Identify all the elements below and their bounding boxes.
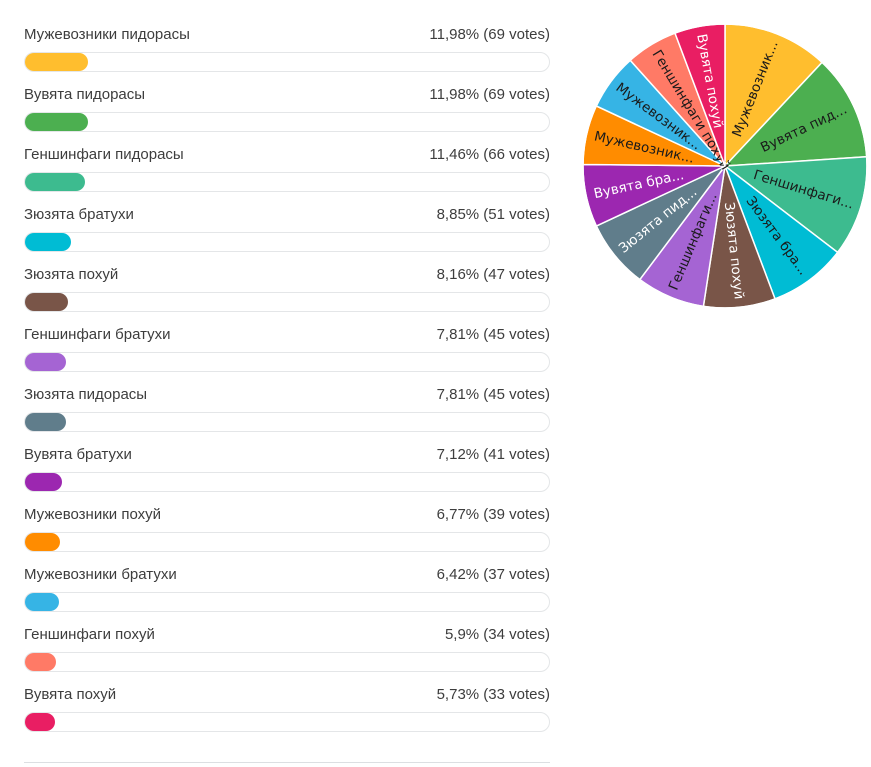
progress-track	[24, 352, 550, 372]
progress-fill	[25, 413, 66, 431]
progress-fill	[25, 713, 56, 731]
progress-track	[24, 292, 550, 312]
progress-fill	[25, 113, 88, 131]
option-label: Зюзята пидорасы	[24, 386, 148, 403]
poll-results-list: Мужевозники пидорасы 11,98% (69 votes) Вув…	[24, 22, 550, 742]
result-row: Вувята похуй 5,73% (33 votes)	[24, 682, 550, 742]
progress-track	[24, 52, 550, 72]
option-label: Мужевозники похуй	[24, 506, 162, 523]
progress-track	[24, 532, 550, 552]
progress-track	[24, 112, 550, 132]
progress-track	[24, 472, 550, 492]
progress-track	[24, 652, 550, 672]
result-row: Геншинфаги похуй 5,9% (34 votes)	[24, 622, 550, 682]
option-label: Зюзята братухи	[24, 206, 134, 223]
option-percent-votes: 7,12% (41 votes)	[436, 446, 550, 463]
result-row: Геншинфаги пидорасы 11,46% (66 votes)	[24, 142, 550, 202]
result-row: Зюзята похуй 8,16% (47 votes)	[24, 262, 550, 322]
result-row: Зюзята братухи 8,85% (51 votes)	[24, 202, 550, 262]
option-label: Геншинфаги братухи	[24, 326, 171, 343]
option-label: Вувята пидорасы	[24, 86, 146, 103]
option-label: Мужевозники братухи	[24, 566, 177, 583]
progress-fill	[25, 653, 56, 671]
option-percent-votes: 7,81% (45 votes)	[436, 326, 550, 343]
pie-outline	[582, 23, 868, 309]
progress-track	[24, 232, 550, 252]
option-label: Вувята похуй	[24, 686, 117, 703]
option-percent-votes: 6,42% (37 votes)	[436, 566, 550, 583]
result-row: Мужевозники похуй 6,77% (39 votes)	[24, 502, 550, 562]
progress-fill	[25, 53, 88, 71]
divider	[24, 762, 550, 763]
option-label: Вувята братухи	[24, 446, 132, 463]
progress-track	[24, 412, 550, 432]
option-percent-votes: 5,73% (33 votes)	[436, 686, 550, 703]
option-percent-votes: 11,46% (66 votes)	[429, 146, 550, 163]
progress-fill	[25, 533, 61, 551]
result-row: Вувята пидорасы 11,98% (69 votes)	[24, 82, 550, 142]
result-row: Геншинфаги братухи 7,81% (45 votes)	[24, 322, 550, 382]
option-percent-votes: 6,77% (39 votes)	[436, 506, 550, 523]
progress-fill	[25, 473, 63, 491]
progress-fill	[25, 233, 72, 251]
option-percent-votes: 5,9% (34 votes)	[444, 626, 550, 643]
option-label: Мужевозники пидорасы	[24, 26, 190, 43]
result-row: Мужевозники братухи 6,42% (37 votes)	[24, 562, 550, 622]
progress-track	[24, 712, 550, 732]
progress-fill	[25, 593, 59, 611]
option-percent-votes: 11,98% (69 votes)	[429, 26, 550, 43]
result-row: Зюзята пидорасы 7,81% (45 votes)	[24, 382, 550, 442]
progress-track	[24, 172, 550, 192]
option-label: Геншинфаги пидорасы	[24, 146, 184, 163]
result-row: Вувята братухи 7,12% (41 votes)	[24, 442, 550, 502]
pie-chart: Мужевозник...Вувята пид...Геншинфаги...З…	[582, 23, 868, 309]
option-label: Геншинфаги похуй	[24, 626, 155, 643]
option-percent-votes: 11,98% (69 votes)	[429, 86, 550, 103]
progress-fill	[25, 353, 66, 371]
result-row: Мужевозники пидорасы 11,98% (69 votes)	[24, 22, 550, 82]
option-percent-votes: 7,81% (45 votes)	[436, 386, 550, 403]
option-label: Зюзята похуй	[24, 266, 119, 283]
progress-fill	[25, 173, 86, 191]
option-percent-votes: 8,16% (47 votes)	[436, 266, 550, 283]
progress-fill	[25, 293, 68, 311]
option-percent-votes: 8,85% (51 votes)	[436, 206, 550, 223]
progress-track	[24, 592, 550, 612]
